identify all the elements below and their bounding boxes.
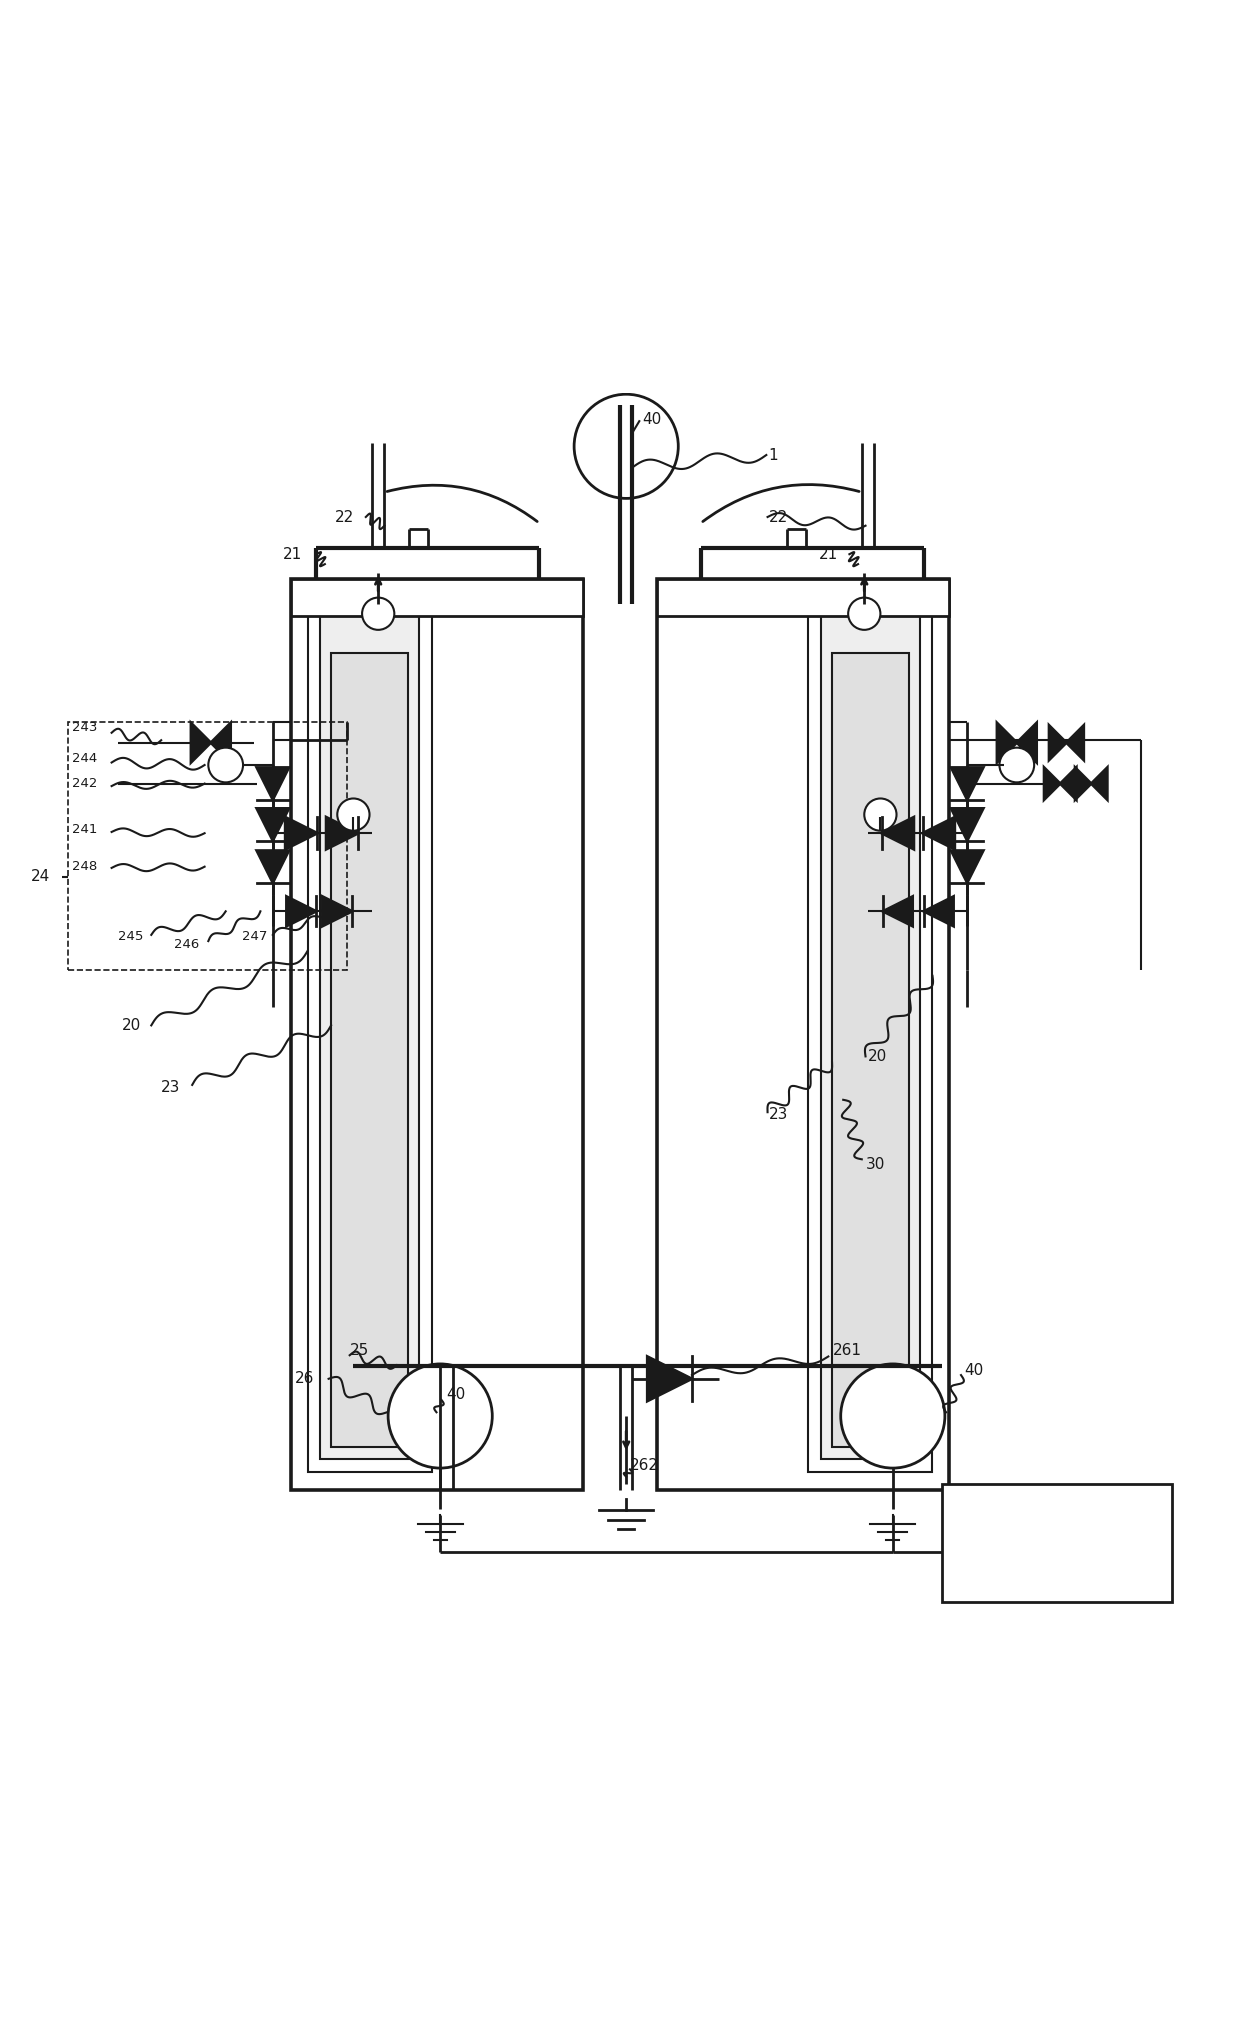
Text: 23: 23 <box>769 1106 789 1122</box>
Text: 246: 246 <box>174 938 198 952</box>
Bar <box>832 654 909 1447</box>
Polygon shape <box>647 1357 692 1402</box>
Text: 245: 245 <box>118 930 143 942</box>
Circle shape <box>999 748 1034 782</box>
Polygon shape <box>285 816 317 849</box>
Text: 40: 40 <box>965 1363 985 1378</box>
Text: 1: 1 <box>769 448 779 462</box>
Text: 241: 241 <box>72 823 97 837</box>
Polygon shape <box>997 723 1017 762</box>
Polygon shape <box>951 851 983 883</box>
Polygon shape <box>1049 725 1066 760</box>
Bar <box>942 1485 1172 1603</box>
Bar <box>308 604 432 1471</box>
Text: 24: 24 <box>31 869 51 883</box>
Text: 23: 23 <box>161 1080 181 1094</box>
Polygon shape <box>257 768 289 800</box>
Text: 22: 22 <box>335 509 355 525</box>
Text: 21: 21 <box>818 547 838 561</box>
Text: 40: 40 <box>446 1388 466 1402</box>
Polygon shape <box>191 723 211 762</box>
Circle shape <box>362 598 394 630</box>
Polygon shape <box>322 895 352 926</box>
Polygon shape <box>1017 723 1037 762</box>
Text: 26: 26 <box>295 1372 315 1386</box>
Polygon shape <box>257 851 289 883</box>
Text: 22: 22 <box>769 509 789 525</box>
Bar <box>291 579 583 616</box>
Polygon shape <box>924 895 954 926</box>
Text: 21: 21 <box>283 547 303 561</box>
Polygon shape <box>1075 768 1091 800</box>
Circle shape <box>388 1363 492 1469</box>
Bar <box>331 654 408 1447</box>
Circle shape <box>841 1363 945 1469</box>
Circle shape <box>848 598 880 630</box>
Bar <box>657 579 949 1491</box>
Bar <box>68 721 347 970</box>
Circle shape <box>208 748 243 782</box>
Polygon shape <box>882 816 914 849</box>
Polygon shape <box>1091 768 1107 800</box>
Text: 25: 25 <box>350 1343 370 1357</box>
Text: 20: 20 <box>868 1049 888 1064</box>
Polygon shape <box>211 723 231 762</box>
Text: 247: 247 <box>242 930 267 942</box>
Polygon shape <box>326 816 358 849</box>
Text: 248: 248 <box>72 861 97 873</box>
Text: 20: 20 <box>122 1017 141 1033</box>
Polygon shape <box>286 895 316 926</box>
Bar <box>808 604 932 1471</box>
Text: 30: 30 <box>866 1157 885 1171</box>
Circle shape <box>864 798 897 831</box>
Polygon shape <box>1044 768 1060 800</box>
Bar <box>291 579 583 1491</box>
Bar <box>320 616 419 1459</box>
Polygon shape <box>257 808 289 841</box>
Polygon shape <box>883 895 913 926</box>
Text: 262: 262 <box>630 1459 658 1473</box>
Circle shape <box>337 798 370 831</box>
Bar <box>657 579 949 616</box>
Polygon shape <box>923 816 955 849</box>
Polygon shape <box>951 768 983 800</box>
Bar <box>821 616 920 1459</box>
Text: 242: 242 <box>72 778 97 790</box>
Text: 261: 261 <box>833 1343 862 1357</box>
Text: 40: 40 <box>642 411 662 427</box>
Polygon shape <box>1066 725 1084 760</box>
Polygon shape <box>1060 768 1076 800</box>
Text: 244: 244 <box>72 752 97 766</box>
Polygon shape <box>951 808 983 841</box>
Text: 243: 243 <box>72 721 97 733</box>
Circle shape <box>574 395 678 498</box>
